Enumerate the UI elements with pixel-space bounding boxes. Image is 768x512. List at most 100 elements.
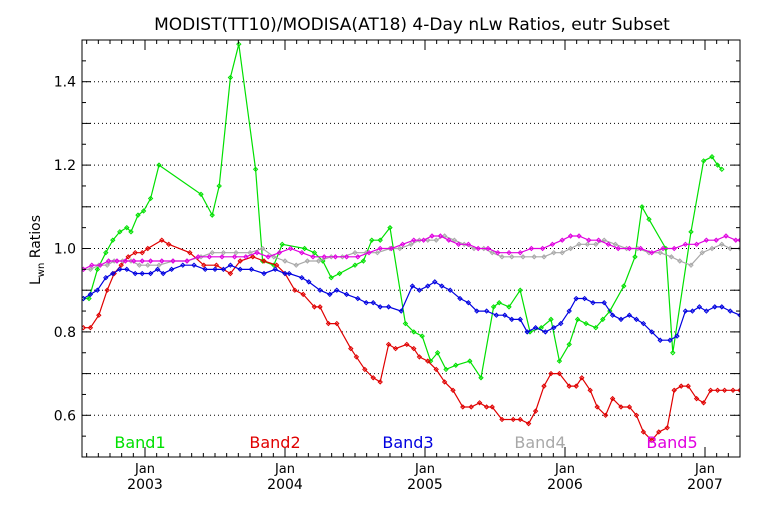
data-point (609, 312, 616, 318)
data-point (566, 308, 572, 314)
data-point (128, 229, 134, 235)
data-point (539, 245, 546, 252)
data-point (168, 266, 175, 273)
data-point (605, 241, 612, 248)
data-point (689, 308, 696, 314)
data-point (397, 245, 403, 252)
data-point (139, 258, 145, 264)
data-point (657, 337, 663, 343)
data-point (385, 341, 392, 348)
data-point (478, 375, 484, 381)
data-point (626, 312, 633, 318)
data-point (737, 312, 740, 318)
legend-entry: Band4 (514, 433, 565, 452)
data-point (195, 254, 201, 260)
series-lines (82, 41, 740, 444)
data-point (693, 241, 700, 248)
data-point (370, 300, 376, 306)
data-point (525, 420, 532, 427)
data-point (159, 237, 165, 243)
data-point (737, 245, 740, 252)
data-point (348, 345, 354, 352)
data-point (441, 379, 448, 385)
data-point (94, 266, 101, 273)
data-point (374, 249, 381, 256)
data-point (209, 212, 215, 218)
data-point (649, 437, 655, 444)
data-point (712, 304, 718, 310)
data-point (156, 162, 162, 168)
data-point (542, 329, 549, 335)
data-point (156, 262, 162, 268)
data-point (640, 320, 647, 327)
data-point (110, 237, 116, 243)
data-point (538, 325, 544, 331)
data-point (87, 266, 94, 273)
data-point (328, 274, 334, 281)
data-point (660, 245, 666, 252)
data-point (213, 262, 220, 268)
data-point (387, 224, 393, 231)
data-point (618, 404, 624, 410)
data-point (122, 258, 129, 264)
data-point (273, 262, 280, 268)
data-point (573, 383, 579, 389)
data-point (287, 245, 294, 252)
data-point (700, 158, 707, 164)
data-point (132, 270, 138, 277)
data-point (317, 304, 323, 310)
data-point (549, 241, 556, 248)
data-point (110, 270, 116, 277)
data-point (633, 316, 640, 323)
data-point (254, 249, 260, 256)
data-point (206, 254, 213, 260)
data-point (632, 254, 638, 260)
data-point (502, 312, 508, 318)
series-band5 (82, 233, 740, 273)
data-point (191, 262, 197, 268)
data-point (531, 254, 537, 260)
data-point (670, 350, 676, 356)
data-point (429, 233, 435, 239)
data-point (212, 266, 218, 273)
data-point (300, 291, 306, 298)
data-point (509, 316, 515, 323)
data-point (579, 375, 585, 381)
data-point (299, 274, 305, 281)
data-point (425, 283, 431, 289)
data-point (609, 395, 616, 402)
data-point (600, 316, 606, 323)
data-point (615, 245, 621, 252)
data-point (377, 304, 383, 310)
data-point (370, 375, 376, 381)
data-point (420, 237, 427, 243)
data-point (586, 237, 592, 243)
legend-entry: Band2 (249, 433, 300, 452)
data-point (541, 254, 547, 260)
data-point (476, 400, 483, 406)
data-point (668, 254, 675, 260)
legend: Band1 Band2 Band3 Band4 Band5 (114, 433, 697, 452)
data-point (730, 387, 736, 393)
data-point (408, 241, 414, 248)
data-point (184, 258, 190, 264)
data-point (336, 270, 343, 277)
data-point (377, 237, 383, 243)
x-tick-year-label: 2003 (127, 477, 163, 493)
data-point (434, 350, 441, 356)
data-point (556, 370, 563, 377)
data-point (517, 249, 523, 256)
data-point (475, 245, 481, 252)
data-point (640, 429, 647, 435)
data-point (693, 395, 700, 402)
data-point (282, 258, 288, 264)
data-point (388, 245, 395, 252)
data-point (304, 258, 311, 264)
data-point (612, 241, 619, 248)
data-point (139, 270, 145, 277)
data-point (566, 383, 572, 389)
data-point (159, 258, 165, 264)
data-point (237, 266, 243, 273)
legend-entry: Band5 (646, 433, 697, 452)
data-point (279, 241, 285, 248)
